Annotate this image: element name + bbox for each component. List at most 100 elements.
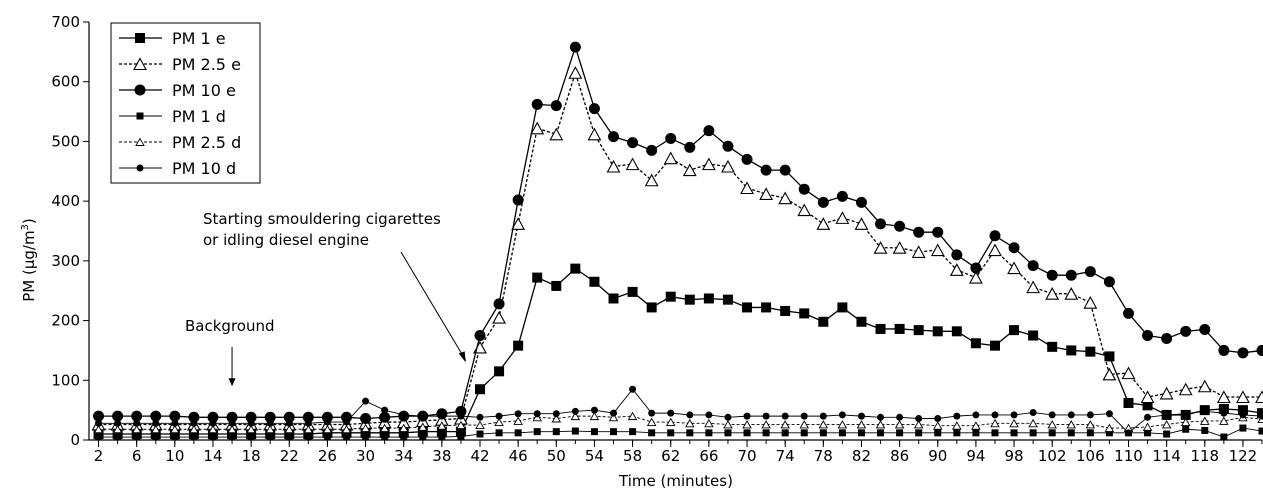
- data-point: [722, 140, 734, 152]
- data-point: [495, 412, 503, 420]
- x-tick-label: 2: [94, 447, 104, 465]
- data-point: [514, 429, 522, 437]
- x-tick-label: 78: [814, 447, 833, 465]
- x-tick-label: 58: [623, 447, 642, 465]
- data-point: [152, 419, 160, 427]
- data-point: [781, 429, 789, 437]
- data-point: [1220, 409, 1228, 417]
- data-point: [264, 411, 276, 423]
- y-tick-label: 400: [51, 192, 80, 210]
- data-point: [513, 340, 524, 351]
- data-point: [1010, 411, 1018, 419]
- x-tick-label: 46: [509, 447, 528, 465]
- data-point: [284, 424, 295, 434]
- data-point: [970, 338, 981, 349]
- data-point: [743, 429, 751, 437]
- data-point: [512, 194, 524, 206]
- data-point: [587, 127, 602, 141]
- data-point: [265, 424, 275, 434]
- data-point: [1048, 411, 1056, 419]
- data-point: [837, 302, 848, 313]
- data-point: [629, 385, 637, 393]
- data-point: [571, 407, 579, 415]
- data-point: [494, 366, 505, 377]
- data-point: [1236, 390, 1250, 404]
- data-point: [246, 424, 256, 434]
- data-point: [552, 410, 560, 418]
- data-point: [857, 429, 865, 437]
- data-point: [990, 418, 1000, 428]
- data-point: [761, 302, 772, 313]
- legend: PM 1 e PM 2.5 e PM 10 e PM 1 d PM 2.5 d PM 10…: [110, 22, 261, 184]
- data-point: [762, 412, 770, 420]
- data-point: [418, 422, 428, 431]
- data-point: [951, 249, 963, 261]
- data-point: [227, 424, 237, 434]
- x-tick-label: 66: [699, 447, 718, 465]
- data-point: [549, 127, 564, 141]
- data-point: [95, 419, 103, 427]
- data-point: [1048, 429, 1056, 437]
- annotation-arrowhead: [228, 378, 236, 387]
- data-point: [818, 420, 829, 429]
- data-point: [682, 163, 697, 177]
- data-point: [667, 429, 675, 437]
- data-point: [532, 272, 543, 283]
- data-point: [360, 427, 371, 438]
- data-point: [570, 411, 581, 421]
- data-point: [930, 243, 945, 257]
- data-point: [1144, 429, 1152, 437]
- data-point: [761, 420, 771, 429]
- data-point: [419, 412, 427, 420]
- data-point: [590, 406, 598, 414]
- data-point: [1258, 427, 1263, 435]
- data-point: [913, 420, 924, 429]
- y-tick-label: 700: [51, 13, 80, 31]
- data-point: [779, 164, 791, 176]
- data-point: [988, 243, 1002, 257]
- data-point: [419, 433, 427, 441]
- data-point: [1182, 425, 1190, 433]
- data-point: [1199, 324, 1211, 336]
- legend-item: PM 10 d: [119, 159, 236, 178]
- data-point: [915, 429, 923, 437]
- data-point: [915, 415, 923, 423]
- legend-item: PM 10 e: [119, 81, 236, 100]
- data-point: [686, 411, 694, 419]
- data-point: [323, 418, 331, 426]
- data-point: [1047, 341, 1058, 352]
- legend-item: PM 1 e: [119, 29, 226, 48]
- data-point: [342, 418, 350, 426]
- series-layer: [91, 41, 1263, 441]
- data-point: [797, 203, 812, 217]
- y-tick-label: 0: [70, 431, 80, 449]
- data-point: [1201, 407, 1209, 415]
- annotation-smouldering-label: Starting smouldering cigarettes or idling…: [203, 210, 441, 249]
- data-point: [949, 263, 964, 276]
- data-point: [762, 429, 770, 437]
- data-point: [1046, 269, 1058, 281]
- data-point: [436, 426, 447, 437]
- annotation-line: Starting smouldering cigarettes: [203, 210, 441, 228]
- data-point: [1200, 416, 1210, 425]
- data-point: [856, 316, 867, 327]
- legend-item: PM 1 d: [119, 107, 226, 126]
- data-point: [475, 420, 485, 430]
- data-point: [381, 433, 389, 441]
- data-point: [533, 428, 541, 436]
- x-tick-label: 74: [776, 447, 795, 465]
- data-point: [1142, 400, 1153, 411]
- annotation-line: or idling diesel engine: [203, 231, 369, 249]
- data-point: [266, 419, 274, 427]
- data-point: [1067, 411, 1075, 419]
- x-tick-label: 114: [1152, 447, 1181, 465]
- data-point: [1010, 429, 1018, 437]
- data-point: [646, 302, 657, 313]
- data-point: [114, 433, 122, 441]
- data-point: [953, 429, 961, 437]
- data-point: [991, 429, 999, 437]
- data-point: [972, 429, 980, 437]
- x-tick-label: 42: [470, 447, 489, 465]
- data-point: [721, 159, 735, 173]
- data-point: [266, 433, 274, 441]
